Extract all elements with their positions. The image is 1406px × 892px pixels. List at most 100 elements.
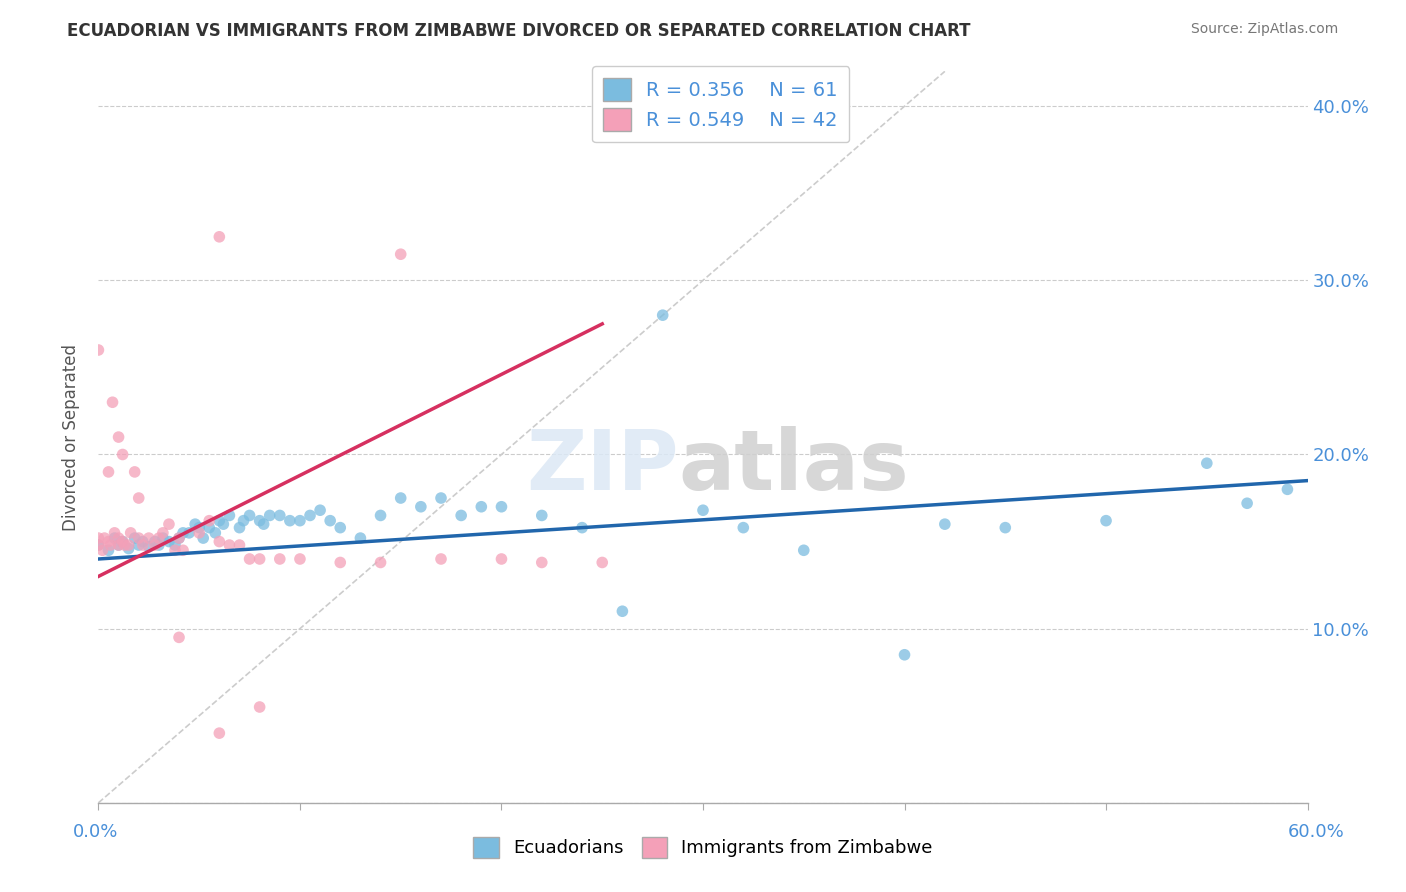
Point [118, 538, 141, 552]
Point [893, 648, 915, 662]
Point [188, 521, 211, 535]
Point [87, 538, 110, 552]
Point [167, 531, 190, 545]
Point [179, 525, 201, 540]
Point [87, 343, 110, 357]
Point [114, 538, 136, 552]
Point [249, 552, 271, 566]
Point [172, 543, 194, 558]
Point [309, 503, 332, 517]
Point [208, 514, 231, 528]
Point [1236, 496, 1258, 510]
Y-axis label: Divorced or Separated: Divorced or Separated [62, 343, 80, 531]
Point [530, 508, 553, 523]
Point [389, 491, 412, 505]
Point [409, 500, 432, 514]
Point [111, 448, 134, 462]
Point [430, 552, 453, 566]
Point [132, 534, 155, 549]
Point [167, 631, 190, 645]
Point [163, 538, 186, 552]
Point [288, 552, 311, 566]
Point [389, 247, 412, 261]
Point [198, 514, 221, 528]
Point [93, 531, 115, 545]
Point [430, 491, 453, 505]
Point [97, 534, 120, 549]
Point [253, 517, 276, 532]
Point [612, 604, 634, 618]
Text: 60.0%: 60.0% [1288, 822, 1344, 840]
Point [370, 556, 392, 570]
Point [167, 531, 190, 545]
Point [97, 465, 120, 479]
Point [228, 521, 250, 535]
Legend: R = 0.356    N = 61, R = 0.549    N = 42: R = 0.356 N = 61, R = 0.549 N = 42 [592, 66, 849, 143]
Point [208, 229, 231, 244]
Point [349, 531, 371, 545]
Point [172, 525, 194, 540]
Point [329, 556, 352, 570]
Point [208, 726, 231, 740]
Point [111, 534, 134, 549]
Point [128, 531, 150, 545]
Text: ECUADORIAN VS IMMIGRANTS FROM ZIMBABWE DIVORCED OR SEPARATED CORRELATION CHART: ECUADORIAN VS IMMIGRANTS FROM ZIMBABWE D… [67, 22, 972, 40]
Point [87, 531, 110, 545]
Point [148, 531, 170, 545]
Point [934, 517, 956, 532]
Point [1277, 483, 1299, 497]
Point [994, 521, 1017, 535]
Point [218, 538, 240, 552]
Point [208, 534, 231, 549]
Point [157, 517, 180, 532]
Point [491, 552, 513, 566]
Text: Source: ZipAtlas.com: Source: ZipAtlas.com [1191, 22, 1339, 37]
Point [132, 538, 155, 552]
Point [152, 531, 174, 545]
Point [111, 534, 134, 549]
Point [184, 517, 207, 532]
Point [152, 525, 174, 540]
Point [249, 700, 271, 714]
Point [138, 540, 160, 554]
Point [530, 556, 553, 570]
Point [218, 508, 240, 523]
Point [591, 556, 613, 570]
Text: ZIP: ZIP [526, 425, 679, 507]
Point [212, 517, 235, 532]
Point [124, 531, 146, 545]
Point [329, 521, 352, 535]
Point [107, 538, 129, 552]
Point [269, 508, 291, 523]
Point [269, 552, 291, 566]
Point [793, 543, 815, 558]
Point [138, 531, 160, 545]
Point [163, 543, 186, 558]
Point [91, 543, 114, 558]
Point [299, 508, 322, 523]
Point [319, 514, 342, 528]
Point [491, 500, 513, 514]
Text: atlas: atlas [679, 425, 910, 507]
Point [143, 534, 166, 549]
Point [204, 525, 226, 540]
Point [239, 552, 262, 566]
Point [193, 531, 215, 545]
Point [107, 531, 129, 545]
Point [188, 525, 211, 540]
Point [228, 538, 250, 552]
Legend: Ecuadorians, Immigrants from Zimbabwe: Ecuadorians, Immigrants from Zimbabwe [467, 830, 939, 865]
Point [100, 538, 122, 552]
Point [259, 508, 281, 523]
Point [97, 543, 120, 558]
Point [107, 538, 129, 552]
Text: 0.0%: 0.0% [73, 822, 118, 840]
Point [278, 514, 301, 528]
Point [651, 308, 673, 322]
Point [143, 538, 166, 552]
Point [103, 531, 125, 545]
Point [107, 430, 129, 444]
Point [470, 500, 492, 514]
Point [101, 395, 124, 409]
Point [249, 514, 271, 528]
